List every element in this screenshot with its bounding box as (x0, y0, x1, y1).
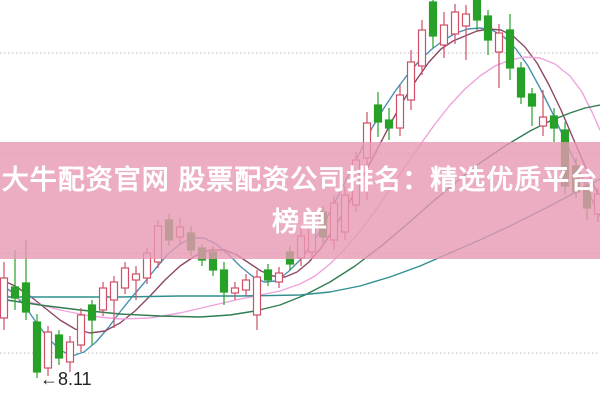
candle-up (230, 287, 240, 294)
candle-up (65, 341, 75, 363)
candle-up (252, 276, 262, 316)
ma-long-green (0, 104, 600, 318)
banner-title-line1: 大牛配资官网 股票配资公司排名：精选优质平台 (1, 164, 599, 195)
candle-down (549, 115, 559, 129)
candle-down (384, 119, 394, 129)
candle-up (98, 287, 108, 311)
candle-down (516, 67, 526, 98)
candle-down (373, 104, 383, 123)
candle-down (428, 1, 438, 37)
candle-down (54, 334, 64, 359)
candle-down (263, 269, 273, 281)
banner-title-line2: 榜单 (272, 206, 328, 237)
candle-up (406, 61, 416, 101)
candle-up (131, 273, 141, 281)
candle-down (472, 0, 482, 21)
candle-down (21, 282, 31, 313)
candle-down (483, 15, 493, 41)
candle-up (120, 267, 130, 289)
candle-up (439, 24, 449, 46)
candle-down (10, 286, 20, 299)
candle-up (538, 116, 548, 127)
candle-up (241, 279, 251, 291)
candle-down (505, 29, 515, 69)
candle-up (417, 29, 427, 67)
candle-down (32, 321, 42, 373)
candle-down (219, 269, 229, 293)
candle-up (43, 331, 53, 369)
candle-up (0, 277, 9, 319)
candle-up (395, 94, 405, 129)
candle-up (461, 13, 471, 27)
low-price-annotation: ←8.11 (40, 369, 92, 389)
candle-down (527, 93, 537, 107)
candle-up (494, 32, 504, 53)
candle-up (450, 11, 460, 35)
candle-down (87, 304, 97, 321)
title-banner: 大牛配资官网 股票配资公司排名：精选优质平台 榜单 (0, 142, 600, 259)
candle-up (76, 314, 86, 346)
candle-up (109, 281, 119, 301)
candle-up (274, 272, 284, 283)
